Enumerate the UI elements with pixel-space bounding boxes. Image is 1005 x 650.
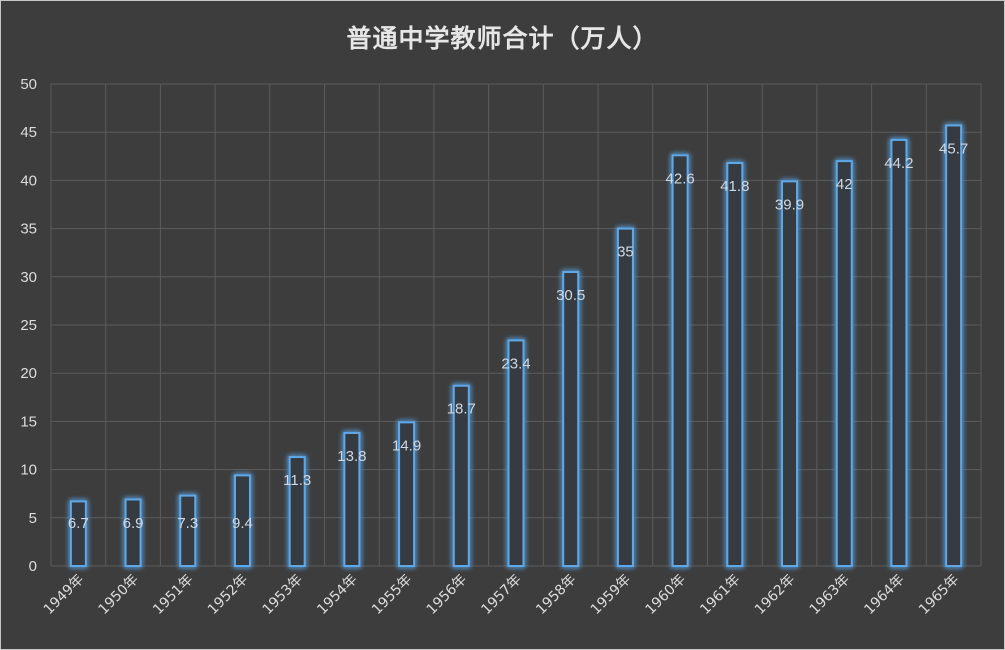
chart-title: 普通中学教师合计（万人） bbox=[346, 24, 659, 53]
bar-value-label: 35 bbox=[617, 244, 634, 261]
x-tick-label: 1952年 bbox=[205, 572, 251, 618]
bar-value-label: 42 bbox=[836, 176, 853, 193]
y-tick-label: 50 bbox=[20, 76, 37, 93]
y-tick-label: 35 bbox=[20, 221, 37, 238]
y-tick-label: 45 bbox=[20, 124, 37, 141]
bar bbox=[726, 162, 744, 567]
x-tick-label: 1949年 bbox=[41, 572, 87, 618]
bar bbox=[562, 270, 580, 567]
bar bbox=[945, 124, 963, 568]
bar-value-label: 6.7 bbox=[68, 515, 89, 532]
y-tick-label: 40 bbox=[20, 172, 37, 189]
bar-value-label: 9.4 bbox=[232, 515, 253, 532]
y-tick-label: 25 bbox=[20, 317, 37, 334]
bar-value-label: 42.6 bbox=[666, 170, 695, 187]
bars-layer bbox=[69, 124, 963, 568]
bar-value-label: 41.8 bbox=[720, 178, 749, 195]
bar-value-label: 44.2 bbox=[884, 155, 913, 172]
labels-layer: 0 5 10 15 20 25 30 35 40 45 50 6.7 1949年 6.9 1950年 7.3 1… bbox=[20, 76, 968, 618]
bar-value-label: 39.9 bbox=[775, 196, 804, 213]
x-tick-label: 1957年 bbox=[478, 572, 524, 618]
bar bbox=[288, 456, 306, 567]
bar bbox=[616, 227, 634, 567]
bar-value-label: 14.9 bbox=[392, 437, 421, 454]
y-tick-label: 5 bbox=[29, 510, 37, 527]
bar-value-label: 11.3 bbox=[283, 472, 311, 489]
x-tick-label: 1958年 bbox=[533, 572, 579, 618]
bar bbox=[233, 474, 251, 567]
grid-layer bbox=[50, 83, 982, 567]
y-tick-label: 30 bbox=[20, 269, 37, 286]
x-tick-label: 1964年 bbox=[861, 572, 907, 618]
bar-value-label: 13.8 bbox=[337, 448, 366, 465]
x-tick-label: 1959年 bbox=[588, 572, 634, 618]
y-tick-label: 20 bbox=[20, 365, 37, 382]
bar bbox=[124, 498, 142, 568]
bar bbox=[781, 180, 799, 567]
x-tick-label: 1953年 bbox=[260, 572, 306, 618]
bar bbox=[69, 500, 87, 567]
bar bbox=[671, 154, 689, 567]
y-tick-label: 0 bbox=[29, 558, 37, 575]
bar-value-label: 30.5 bbox=[556, 287, 585, 304]
y-tick-label: 10 bbox=[20, 462, 37, 479]
bar bbox=[343, 431, 361, 567]
x-tick-label: 1954年 bbox=[314, 572, 360, 618]
x-tick-label: 1950年 bbox=[95, 572, 141, 618]
x-tick-label: 1951年 bbox=[150, 572, 196, 618]
bar-value-label: 18.7 bbox=[447, 401, 476, 418]
bar bbox=[507, 339, 525, 568]
x-tick-label: 1955年 bbox=[369, 572, 415, 618]
y-tick-label: 15 bbox=[20, 413, 37, 430]
bar-value-label: 23.4 bbox=[501, 355, 530, 372]
x-tick-label: 1960年 bbox=[643, 572, 689, 618]
bar bbox=[179, 494, 197, 567]
bar-value-label: 45.7 bbox=[939, 140, 968, 157]
x-tick-label: 1963年 bbox=[807, 572, 853, 618]
x-tick-label: 1965年 bbox=[916, 572, 962, 618]
bar-value-label: 7.3 bbox=[177, 515, 198, 532]
x-tick-label: 1961年 bbox=[697, 572, 743, 618]
x-tick-label: 1956年 bbox=[424, 572, 470, 618]
bar bbox=[835, 160, 853, 567]
bar-value-label: 6.9 bbox=[123, 515, 144, 532]
bar bbox=[890, 138, 908, 568]
bar bbox=[452, 384, 470, 567]
bar bbox=[398, 421, 416, 568]
x-tick-label: 1962年 bbox=[752, 572, 798, 618]
